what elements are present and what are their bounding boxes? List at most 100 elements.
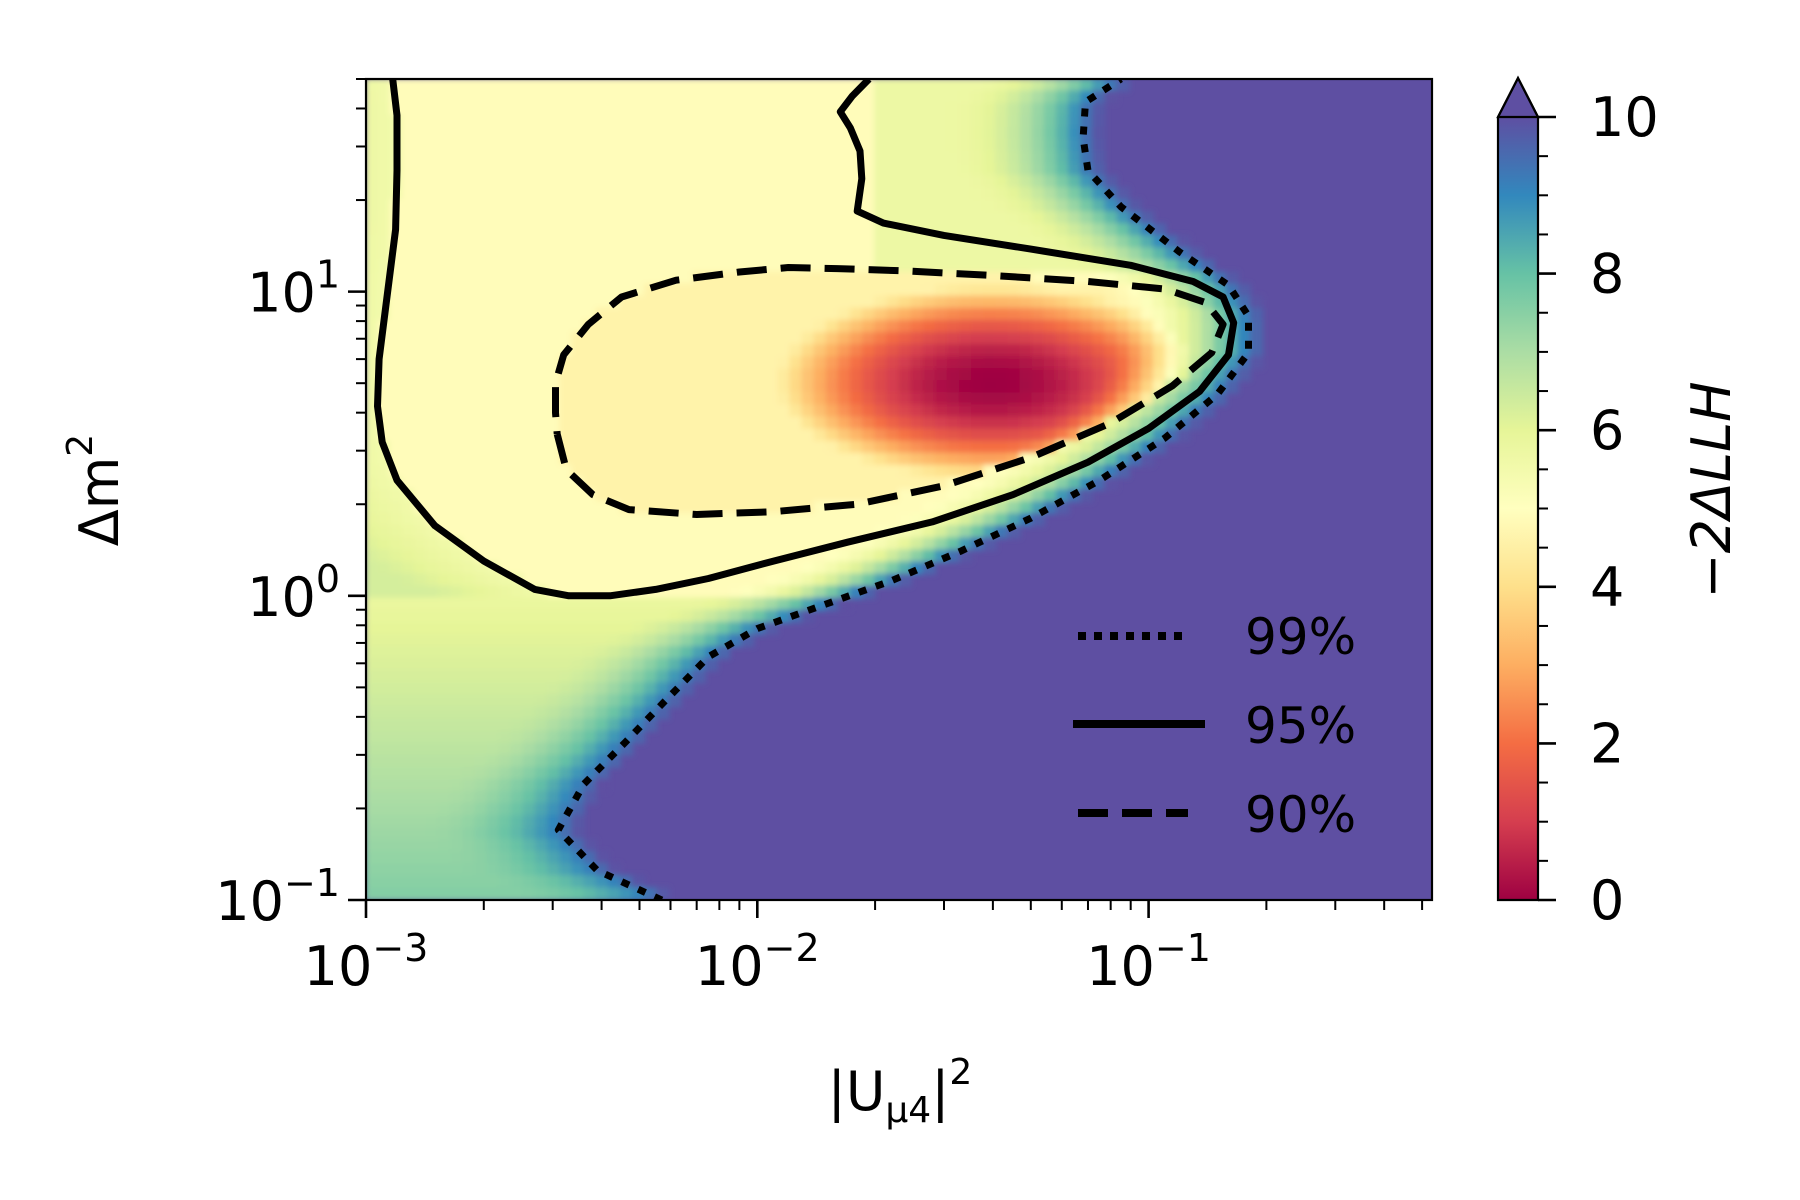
heatmap-cell xyxy=(425,549,440,563)
heatmap-cell xyxy=(680,525,694,539)
heatmap-cell xyxy=(910,416,924,430)
heatmap-cell xyxy=(619,102,634,116)
heatmap-cell xyxy=(425,597,440,611)
heatmap-cell xyxy=(559,742,573,756)
heatmap-cell xyxy=(498,742,512,756)
heatmap-cell xyxy=(522,633,537,648)
heatmap-cell xyxy=(425,621,440,635)
heatmap-cell xyxy=(498,319,512,334)
heatmap-cell xyxy=(474,440,488,454)
heatmap-cell xyxy=(498,476,512,491)
heatmap-cell xyxy=(522,839,537,853)
heatmap-cell xyxy=(1067,283,1082,297)
heatmap-cell xyxy=(547,295,561,309)
heatmap-cell xyxy=(1092,90,1106,104)
heatmap-cell xyxy=(656,331,670,346)
heatmap-cell xyxy=(728,488,743,503)
heatmap-cell xyxy=(910,247,924,261)
heatmap-cell xyxy=(498,102,512,116)
heatmap-cell xyxy=(668,670,682,684)
heatmap-cell xyxy=(1043,392,1058,406)
heatmap-cell xyxy=(813,211,827,225)
heatmap-cell xyxy=(704,187,718,201)
heatmap-cell xyxy=(559,211,573,225)
heatmap-cell xyxy=(401,573,416,587)
heatmap-cell xyxy=(498,452,512,466)
heatmap-cell xyxy=(825,488,840,503)
heatmap-cell xyxy=(1080,344,1094,358)
heatmap-cell xyxy=(474,657,488,672)
heatmap-cell xyxy=(898,199,912,213)
heatmap-cell xyxy=(377,814,391,829)
heatmap-cell xyxy=(1019,102,1033,116)
heatmap-cell xyxy=(631,331,646,346)
heatmap-cell xyxy=(1104,380,1118,394)
heatmap-cell xyxy=(583,851,597,865)
legend-entry-95: 95% xyxy=(1073,697,1356,755)
heatmap-cell xyxy=(886,513,900,527)
heatmap-cell xyxy=(1080,174,1094,189)
heatmap-cell xyxy=(462,754,476,768)
colorbar-gradient xyxy=(1498,117,1538,900)
heatmap-cell xyxy=(486,597,500,611)
heatmap-cell xyxy=(1080,223,1094,237)
heatmap-cell xyxy=(874,271,888,285)
heatmap-cell xyxy=(510,247,525,261)
heatmap-cell xyxy=(486,368,500,382)
heatmap-cell xyxy=(571,344,585,358)
heatmap-cell xyxy=(450,476,464,491)
heatmap-cell xyxy=(595,150,609,165)
heatmap-cell xyxy=(438,440,452,454)
heatmap-cell xyxy=(934,79,949,92)
heatmap-cell xyxy=(595,525,609,539)
heatmap-cell xyxy=(1080,114,1094,128)
heatmap-cell xyxy=(644,307,658,322)
heatmap-cell xyxy=(619,392,634,406)
heatmap-cell xyxy=(789,440,803,454)
heatmap-cell xyxy=(534,392,549,406)
heatmap-cell xyxy=(619,90,634,104)
heatmap-cell xyxy=(486,826,500,841)
heatmap-cell xyxy=(450,259,464,273)
heatmap-cell xyxy=(486,790,500,805)
heatmap-cell xyxy=(401,283,416,297)
heatmap-cell xyxy=(656,392,670,406)
heatmap-cell xyxy=(510,621,525,635)
heatmap-cell xyxy=(438,307,452,322)
heatmap-cell xyxy=(522,694,537,708)
heatmap-cell xyxy=(813,307,827,322)
heatmap-cell xyxy=(510,331,525,346)
heatmap-cell xyxy=(1116,283,1130,297)
heatmap-cell xyxy=(413,476,428,491)
heatmap-cell xyxy=(777,476,791,491)
heatmap-cell xyxy=(462,356,476,370)
heatmap-cell xyxy=(559,187,573,201)
heatmap-cell xyxy=(547,235,561,249)
heatmap-cell xyxy=(680,488,694,503)
heatmap-cell xyxy=(607,513,621,527)
heatmap-cell xyxy=(450,863,464,877)
heatmap-cell xyxy=(522,162,537,177)
heatmap-cell xyxy=(1031,259,1045,273)
heatmap-cell xyxy=(583,670,597,684)
heatmap-cell xyxy=(874,513,888,527)
heatmap-cell xyxy=(1249,307,1264,322)
heatmap-cell xyxy=(631,344,646,358)
heatmap-cell xyxy=(571,549,585,563)
heatmap-cell xyxy=(680,645,694,660)
heatmap-cell xyxy=(644,428,658,442)
heatmap-cell xyxy=(366,826,379,841)
heatmap-cell xyxy=(522,778,537,792)
heatmap-cell xyxy=(510,814,525,829)
heatmap-cell xyxy=(704,259,718,273)
heatmap-cell xyxy=(958,211,973,225)
heatmap-cell xyxy=(559,500,573,515)
heatmap-cell xyxy=(874,79,888,92)
heatmap-cell xyxy=(825,114,840,128)
heatmap-cell xyxy=(777,464,791,479)
heatmap-cell xyxy=(522,368,537,382)
heatmap-cell xyxy=(849,271,864,285)
heatmap-cell xyxy=(1104,392,1118,406)
heatmap-cell xyxy=(413,150,428,165)
heatmap-cell xyxy=(692,295,706,309)
